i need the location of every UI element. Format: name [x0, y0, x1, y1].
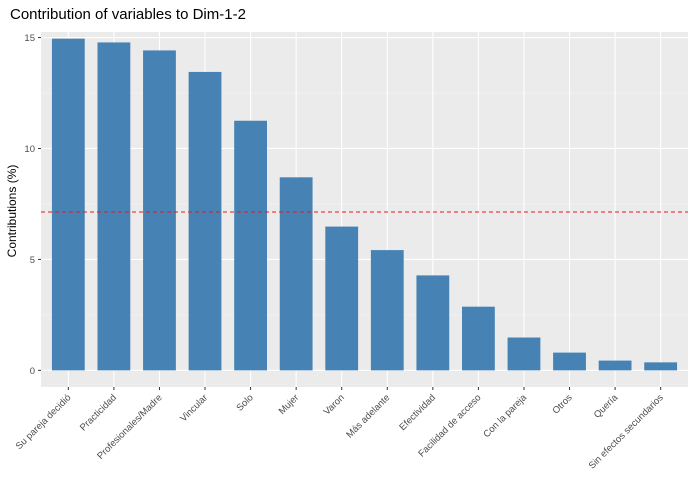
- x-tick-label: Quería: [592, 392, 621, 421]
- x-tick-label: Varon: [322, 392, 347, 417]
- y-axis-label: Contributions (%): [5, 165, 19, 258]
- bar: [143, 50, 176, 371]
- x-tick-label: Practicidad: [78, 392, 119, 433]
- bar: [188, 71, 222, 371]
- chart-title: Contribution of variables to Dim-1-2: [10, 6, 246, 23]
- bar: [598, 360, 632, 371]
- x-tick-label: Efectividad: [397, 392, 438, 433]
- bar: [416, 275, 450, 371]
- x-tick-label: Otros: [550, 392, 574, 416]
- y-tick-label: 0: [30, 366, 35, 377]
- x-tick-label: Sin efectos secundarios: [587, 392, 666, 471]
- x-tick-label: Solo: [234, 392, 255, 413]
- x-tick-label: Mujer: [277, 392, 302, 417]
- bar: [51, 38, 85, 371]
- y-axis: 0 5 10 15: [24, 33, 41, 377]
- bar: [507, 337, 541, 371]
- bar: [553, 352, 586, 371]
- x-tick-label: Con la pareja: [481, 392, 529, 440]
- bar: [279, 177, 313, 371]
- y-tick-label: 5: [30, 255, 35, 266]
- bar: [234, 120, 267, 371]
- bar: [462, 306, 495, 371]
- bar: [325, 226, 359, 371]
- y-tick-label: 10: [24, 144, 35, 155]
- bar: [644, 362, 678, 371]
- bars: [51, 38, 678, 371]
- x-tick-label: Vincular: [178, 392, 210, 424]
- x-tick-label: Su pareja decidió: [14, 392, 74, 452]
- bar: [370, 250, 404, 371]
- plot-panel: [41, 32, 688, 387]
- x-axis: Su pareja decidió PracticidadProfesionale…: [14, 387, 666, 471]
- x-tick-label: Más adelante: [344, 392, 392, 440]
- bar: [97, 42, 131, 371]
- y-tick-label: 15: [24, 33, 35, 44]
